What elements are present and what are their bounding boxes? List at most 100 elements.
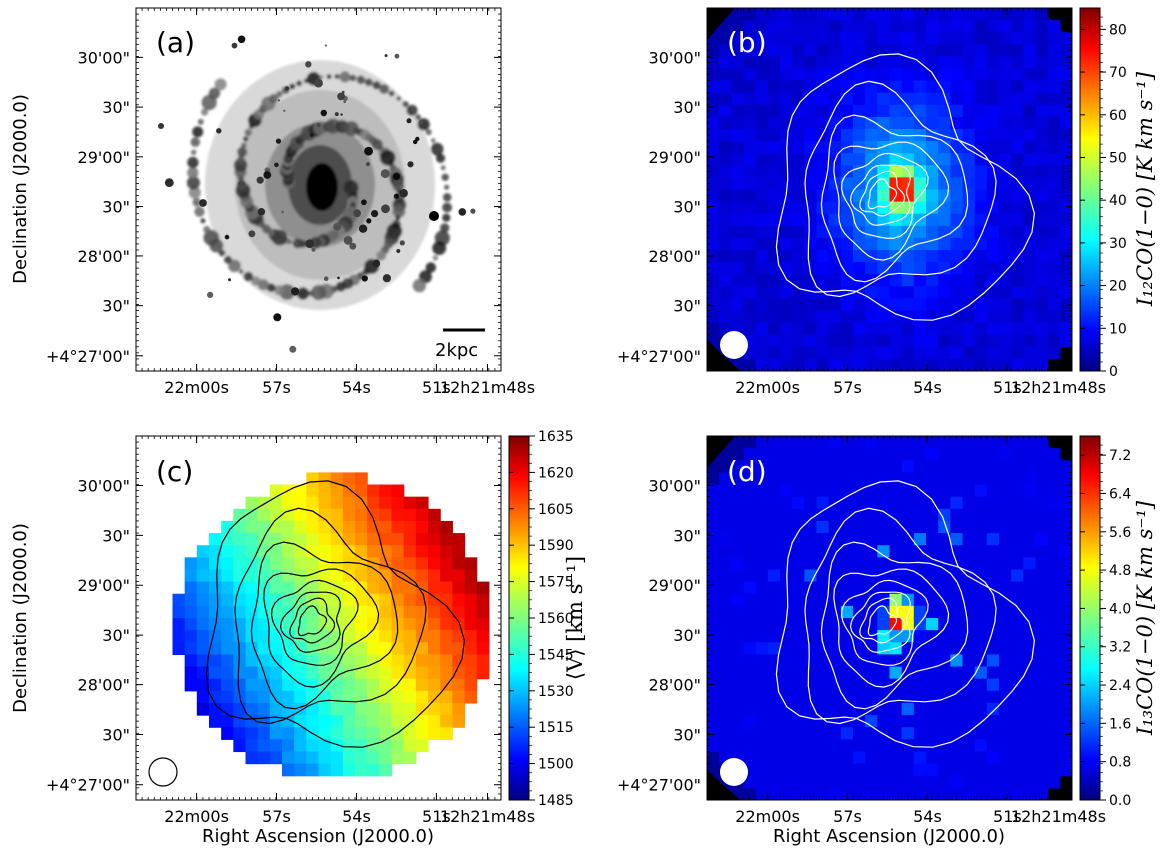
colorbar-tick-label: 7.2 — [1109, 448, 1131, 464]
y-tick-label: 30" — [102, 626, 130, 645]
y-tick-label: 30" — [673, 297, 701, 316]
contour-line — [250, 541, 399, 710]
optical-image — [136, 8, 501, 371]
y-tick-label: 29'00" — [649, 148, 701, 167]
panel-label-a: (a) — [156, 26, 195, 59]
contour-line — [297, 605, 328, 637]
contour-line — [867, 605, 898, 637]
contour-line — [833, 568, 950, 688]
x-tick-label: 54s — [913, 378, 942, 397]
y-tick-label: +4°27'00" — [46, 347, 130, 366]
y-tick-label: 30'00" — [649, 477, 701, 496]
beam-d — [720, 758, 748, 786]
y-tick-label: 30" — [102, 526, 130, 545]
colorbar-tick-label: 30 — [1109, 236, 1127, 252]
colorbar-tick-label: 1605 — [538, 502, 574, 518]
x-tick-label: 22m00s — [164, 378, 229, 397]
y-tick-label: +4°27'00" — [617, 776, 701, 795]
colorbar-tick-label: 3.2 — [1109, 640, 1131, 656]
colorbar-tick-label: 0.8 — [1109, 755, 1131, 771]
colorbar-tick-label: 50 — [1109, 150, 1127, 166]
colorbar-tick-label: 1515 — [538, 720, 574, 736]
colorbar-tick-label: 2.4 — [1109, 678, 1131, 694]
colorbar-tick-label: 1590 — [538, 538, 574, 554]
colorbar-tick-label: 1560 — [538, 611, 574, 627]
x-tick-label: 22m00s — [735, 807, 800, 826]
y-tick-label: 29'00" — [78, 576, 130, 595]
x-tick-label: 12h21m48s — [1011, 378, 1106, 397]
panel-b: 30'00" 30" 29'00" 30" 28'00" 30" +4°27'00" 22m0… — [617, 7, 1157, 397]
panel-a: 30'00" 30" 29'00" 30" 28'00" 30" +4°27'00" 22m0… — [10, 7, 535, 397]
y-tick-label: 30" — [102, 198, 130, 217]
y-tick-label: 30" — [673, 626, 701, 645]
colorbar-tick-label: 70 — [1109, 65, 1127, 81]
x-axis-label-d: Right Ascension (J2000.0) — [773, 826, 1005, 847]
y-tick-label: 30" — [102, 725, 130, 744]
x-tick-label: 22m00s — [735, 378, 800, 397]
colorbar-tick-label: 80 — [1109, 22, 1127, 38]
x-tick-label: 57s — [833, 378, 862, 397]
contour-line — [270, 579, 359, 666]
contour-line — [820, 541, 969, 710]
colorbar-tick-label: 0.0 — [1109, 793, 1131, 809]
colorbar-tick-label: 1.6 — [1109, 716, 1131, 732]
panel-label-c: (c) — [156, 455, 193, 488]
contour-line — [234, 507, 427, 725]
velocity-map — [136, 436, 501, 800]
y-tick-label: 30'00" — [649, 48, 701, 67]
x-tick-label: 54s — [913, 807, 942, 826]
contour-line — [849, 164, 911, 226]
colorbar-label-b: I₁₂CO(1−0) [K km s⁻¹] — [1133, 71, 1157, 307]
colorbar-tick-label: 20 — [1109, 279, 1127, 295]
x-tick-label: 22m00s — [164, 807, 229, 826]
contour-line — [859, 597, 906, 644]
contour-line — [804, 80, 997, 298]
x-tick-label: 12h21m48s — [440, 807, 535, 826]
colorbar-tick-label: 1575 — [538, 575, 574, 591]
contour-line — [859, 170, 906, 217]
x-tick-label: 57s — [262, 807, 291, 826]
y-tick-label: 30" — [673, 198, 701, 217]
colorbar-tick-label: 0 — [1109, 364, 1118, 380]
colorbar-tick-label: 1530 — [538, 684, 574, 700]
colorbar-tick-label: 1500 — [538, 757, 574, 773]
beam-b — [720, 331, 748, 359]
y-tick-label: 30" — [102, 297, 130, 316]
co13-map — [707, 436, 1072, 800]
y-tick-label: 30'00" — [78, 48, 130, 67]
co12-map — [707, 8, 1072, 371]
y-tick-label: 29'00" — [649, 576, 701, 595]
contour-line — [775, 53, 1036, 321]
y-axis-label-a: Declination (J2000.0) — [10, 94, 31, 284]
colorbar-tick-label: 60 — [1109, 108, 1127, 124]
colorbar-label-d: I₁₃CO(1−0) [K km s⁻¹] — [1133, 500, 1157, 736]
scale-bar-label: 2kpc — [435, 340, 478, 361]
panel-d: 30'00" 30" 29'00" 30" 28'00" 30" +4°27'00" 22m0… — [617, 435, 1157, 847]
contour-line — [279, 591, 341, 653]
beam-c — [148, 757, 178, 787]
y-tick-label: 28'00" — [649, 676, 701, 695]
contour-line — [849, 591, 911, 653]
y-tick-label: 28'00" — [649, 247, 701, 266]
y-tick-label: 29'00" — [78, 148, 130, 167]
colorbar-label-c: ⟨V⟩ [km s⁻¹] — [563, 556, 587, 680]
y-tick-label: 30" — [673, 98, 701, 117]
x-tick-label: 51s — [422, 378, 451, 397]
colorbar-b — [1079, 7, 1101, 372]
x-tick-label: 12h21m48s — [1011, 807, 1106, 826]
axis-ticks-c: 30'00" 30" 29'00" 30" 28'00" 30" +4°27'00" 22m0… — [46, 436, 535, 826]
axis-ticks-b: 30'00" 30" 29'00" 30" 28'00" 30" +4°27'00" 22m0… — [617, 8, 1106, 397]
x-tick-label: 51s — [993, 807, 1022, 826]
axis-ticks-d: 30'00" 30" 29'00" 30" 28'00" 30" +4°27'00" 22m0… — [617, 436, 1106, 826]
contour-line — [775, 480, 1036, 748]
x-tick-label: 57s — [833, 807, 862, 826]
colorbar-tick-label: 4.8 — [1109, 563, 1131, 579]
y-axis-label-c: Declination (J2000.0) — [10, 523, 31, 713]
axis-ticks-a: 30'00" 30" 29'00" 30" 28'00" 30" +4°27'00" 22m0… — [46, 8, 535, 397]
colorbar-tick-label: 6.4 — [1109, 486, 1131, 502]
x-tick-label: 54s — [342, 378, 371, 397]
y-tick-label: 30" — [102, 98, 130, 117]
contour-line — [833, 141, 950, 261]
colorbar-tick-label: 1545 — [538, 647, 574, 663]
